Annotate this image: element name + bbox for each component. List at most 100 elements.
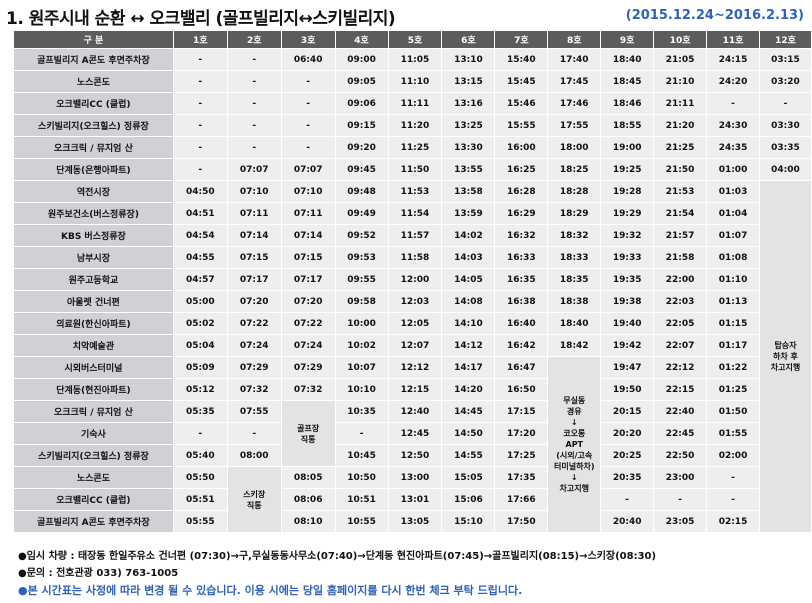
table-row: 오크크릭 / 뮤지엄 산 - - - 09:20 11:25 13:30 16:… (13, 136, 812, 159)
time-cell: 12:12 (387, 356, 443, 379)
merged-note-col12: 탑승자 하차 후 차고지행 (758, 180, 812, 533)
time-cell: 05:04 (172, 334, 228, 357)
time-cell: 22:40 (653, 400, 708, 423)
time-cell: 15:55 (494, 114, 549, 137)
time-cell: 09:58 (334, 290, 389, 313)
time-cell: 14:20 (441, 378, 496, 401)
table-row: 남부시장 04:55 07:15 07:15 09:53 11:58 14:03… (13, 246, 812, 269)
time-cell: 08:06 (280, 488, 336, 511)
time-cell: 09:00 (334, 48, 389, 71)
time-cell: 22:45 (653, 422, 708, 445)
table-row: 단계동(은행아파트) - 07:07 07:07 09:45 11:50 13:… (13, 158, 812, 181)
time-cell: - (706, 92, 760, 115)
time-cell: 03:20 (758, 70, 812, 93)
time-cell: 01:04 (706, 202, 760, 225)
time-cell: 07:20 (226, 290, 282, 313)
table-row: 노스콘도 05:50 스키장 직통 08:05 10:50 13:00 15:0… (13, 466, 812, 533)
stop-name: 원주보건소(버스정류장) (13, 202, 174, 225)
time-cell: 17:25 (494, 444, 549, 467)
time-cell: 10:55 (334, 510, 389, 533)
time-cell: 07:15 (280, 246, 336, 269)
time-cell: 15:45 (494, 70, 549, 93)
time-cell: 22:50 (653, 444, 708, 467)
table-row: 기숙사 - - - 12:45 14:50 17:20 20:20 22:45 … (13, 422, 812, 445)
time-cell: 14:50 (441, 422, 496, 445)
time-cell: 10:10 (334, 378, 389, 401)
table-row: 시외버스터미널 05:09 07:29 07:29 10:07 12:12 14… (13, 356, 812, 533)
table-row: 골프빌리지 A콘도 후면주차장 05:55 08:10 10:55 13:05 … (13, 510, 812, 533)
time-cell: 14:10 (441, 312, 496, 335)
time-cell: 04:00 (758, 158, 812, 181)
time-cell: 21:54 (653, 202, 708, 225)
time-cell: 23:00 (653, 466, 708, 489)
time-cell: 23:05 (653, 510, 708, 533)
time-cell: 24:35 (706, 136, 760, 159)
time-cell: 13:30 (441, 136, 496, 159)
time-cell: 17:20 (494, 422, 549, 445)
time-cell: 21:50 (653, 158, 708, 181)
time-cell: 14:55 (441, 444, 496, 467)
merged-note-col3: 골프장 직통 (280, 400, 336, 467)
note-line: 차고지행 (770, 363, 801, 372)
time-cell: - (280, 70, 336, 93)
stop-name: 원주고등학교 (13, 268, 174, 291)
note-line: 코오롱 (563, 429, 586, 438)
note-line: APT (565, 440, 584, 449)
time-cell: 10:35 (334, 400, 389, 423)
note-line: 직통 (246, 500, 262, 510)
column-header: 1호 (172, 30, 228, 49)
time-cell: 16:47 (494, 356, 549, 379)
time-cell: 21:20 (653, 114, 708, 137)
time-cell: 16:50 (494, 378, 549, 401)
note-line: 무실동 (563, 396, 586, 405)
time-cell: 13:10 (441, 48, 496, 71)
time-cell: 17:55 (547, 114, 602, 137)
timetable: 구 분 1호 2호 3호 4호 5호 6호 7호 8호 9호 10호 11호 1… (13, 30, 812, 533)
time-cell: 19:42 (600, 334, 655, 357)
time-cell: - (172, 48, 228, 71)
time-cell: 09:20 (334, 136, 389, 159)
time-cell: 14:17 (441, 356, 496, 379)
time-cell: 07:20 (280, 290, 336, 313)
time-cell: 07:22 (226, 312, 282, 335)
time-cell: 15:06 (441, 488, 496, 511)
time-cell: 01:03 (706, 180, 760, 203)
time-cell: 19:38 (600, 290, 655, 313)
time-cell: 13:00 (387, 466, 443, 489)
time-cell: 17:46 (547, 92, 602, 115)
table-row: 치악예술관 05:04 07:24 07:24 10:02 12:07 14:1… (13, 334, 812, 357)
column-header: 9호 (600, 30, 655, 49)
stop-name: 오크밸리CC (클럽) (13, 92, 174, 115)
time-cell: 01:07 (706, 224, 760, 247)
time-cell: 01:25 (706, 378, 760, 401)
time-cell: 09:55 (334, 268, 389, 291)
merged-note-col2: 스키장 직통 (226, 466, 282, 533)
table-row: 아울렛 건너편 05:00 07:20 07:20 09:58 12:03 14… (13, 290, 812, 313)
time-cell: 13:16 (441, 92, 496, 115)
time-cell: 19:50 (600, 378, 655, 401)
time-cell: - (334, 422, 389, 445)
time-cell: 13:59 (441, 202, 496, 225)
time-cell: 15:10 (441, 510, 496, 533)
time-cell: 05:55 (172, 510, 228, 533)
time-cell: 16:32 (494, 224, 549, 247)
time-cell: 07:24 (226, 334, 282, 357)
time-cell: 04:51 (172, 202, 228, 225)
column-header: 5호 (387, 30, 443, 49)
time-cell: 01:15 (706, 312, 760, 335)
time-cell: 07:14 (280, 224, 336, 247)
time-cell: 18:25 (547, 158, 602, 181)
time-cell: 17:66 (494, 488, 549, 511)
time-cell: - (172, 70, 228, 93)
time-cell: 11:53 (387, 180, 443, 203)
table-row: 오크밸리CC (클럽) - - - 09:06 11:11 13:16 15:4… (13, 92, 812, 115)
time-cell: 17:45 (547, 70, 602, 93)
time-cell: 20:35 (600, 466, 655, 489)
time-cell: 09:15 (334, 114, 389, 137)
note-line: 스키장 (243, 489, 266, 499)
time-cell: 19:47 (600, 356, 655, 379)
time-cell: 05:40 (172, 444, 228, 467)
time-cell: 02:15 (706, 510, 760, 533)
time-cell: 13:01 (387, 488, 443, 511)
time-cell: 11:58 (387, 246, 443, 269)
